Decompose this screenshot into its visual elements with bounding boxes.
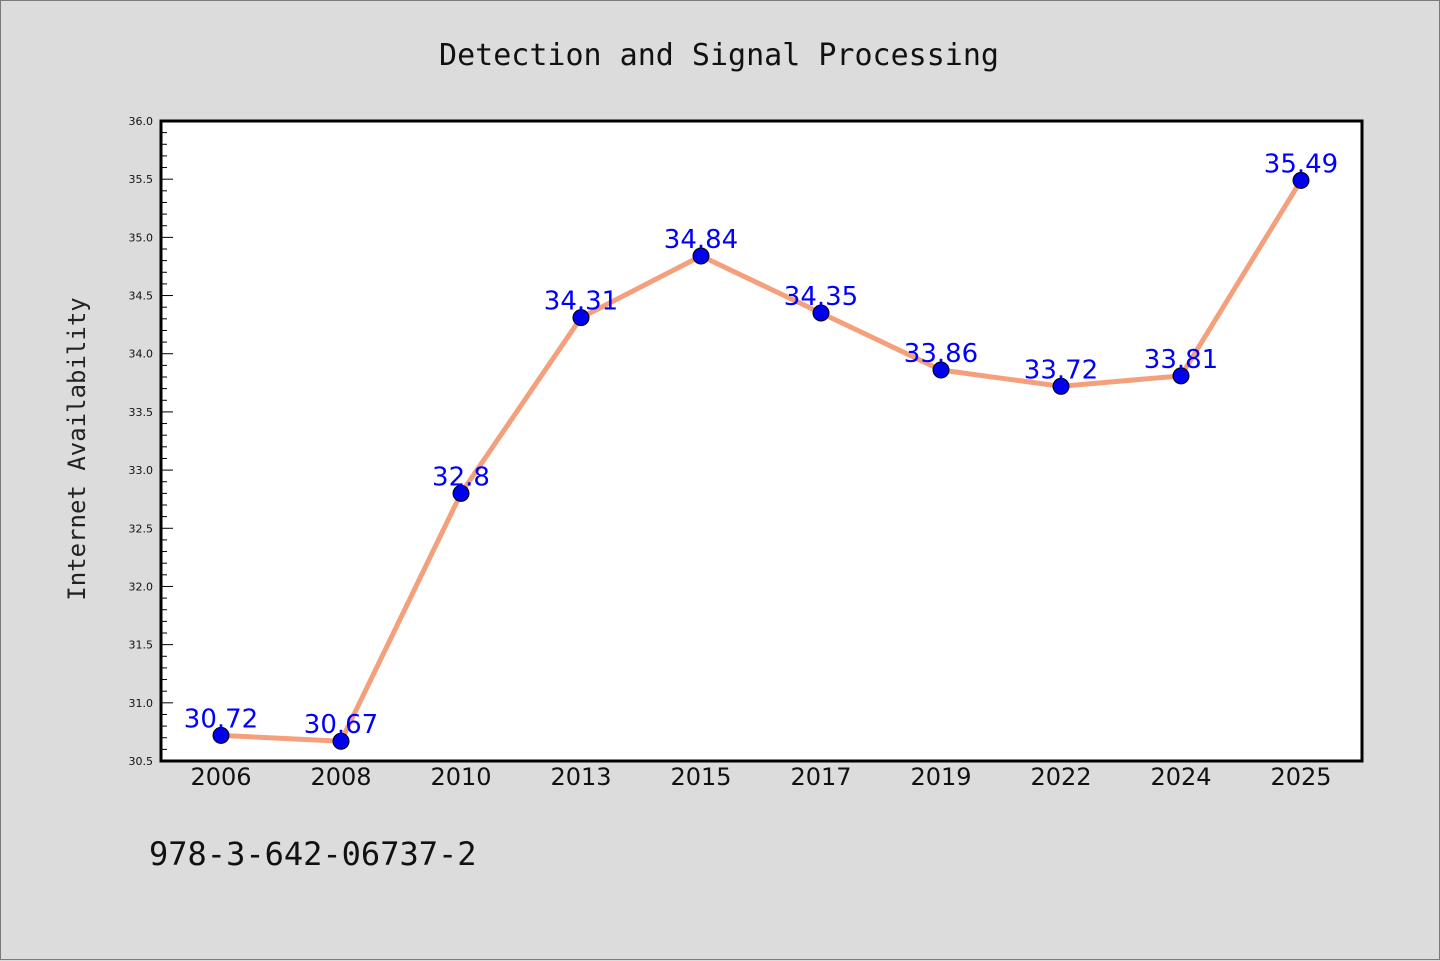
y-tick-label: 33.5 <box>129 406 154 419</box>
data-point <box>1052 377 1070 395</box>
y-tick-label: 36.0 <box>129 115 154 128</box>
x-tick-label: 2022 <box>1030 763 1091 791</box>
data-point <box>932 361 950 379</box>
data-label: 34.84 <box>664 225 738 255</box>
plot-area <box>161 121 1362 761</box>
series-line <box>218 177 1304 744</box>
y-tick-label: 34.5 <box>129 290 154 303</box>
data-point <box>692 247 710 265</box>
data-point <box>1292 171 1310 189</box>
y-tick-label: 34.0 <box>129 348 154 361</box>
data-label: 35.49 <box>1264 149 1338 179</box>
y-tick-label: 32.0 <box>129 580 154 593</box>
chart-title: Detection and Signal Processing <box>439 38 999 73</box>
data-point <box>332 732 350 750</box>
data-label: 34.35 <box>784 282 858 312</box>
data-label: 34.31 <box>544 287 618 317</box>
x-tick-label: 2017 <box>790 763 851 791</box>
data-label: 30.72 <box>184 704 258 734</box>
y-axis-label: Internet Availability <box>63 297 91 600</box>
y-tick-label: 32.5 <box>129 522 154 535</box>
data-label: 32.8 <box>432 462 490 492</box>
x-axis: 2006 2008 2010 2013 2015 2017 2019 2022 2024 2025 <box>190 763 1331 791</box>
data-point <box>812 304 830 322</box>
data-point <box>212 726 230 744</box>
plot-border <box>159 119 1364 763</box>
y-tick-label: 33.0 <box>129 464 154 477</box>
y-tick-label: 35.0 <box>129 231 154 244</box>
x-tick-label: 2008 <box>310 763 371 791</box>
y-tick-label: 35.5 <box>129 173 154 186</box>
x-tick-label: 2006 <box>190 763 251 791</box>
data-label: 33.81 <box>1144 345 1218 375</box>
y-tick-label: 31.0 <box>129 697 154 710</box>
y-axis: 30.5 31.0 31.5 32.0 32.5 33.0 33.5 34.0 34.5 35.0… <box>129 115 173 768</box>
y-tick-label: 31.5 <box>129 639 154 652</box>
data-label: 33.72 <box>1024 355 1098 385</box>
x-tick-label: 2010 <box>430 763 491 791</box>
data-point <box>1172 367 1190 385</box>
series-group: 30.72 30.67 32.8 34.31 34.84 34.35 33.86 33.72 3… <box>184 149 1338 750</box>
x-tick-label: 2015 <box>670 763 731 791</box>
x-tick-label: 2019 <box>910 763 971 791</box>
x-tick-label: 2025 <box>1270 763 1331 791</box>
data-point <box>452 484 470 502</box>
data-point <box>572 309 590 327</box>
x-tick-label: 2024 <box>1150 763 1211 791</box>
y-tick-label: 30.5 <box>129 755 154 768</box>
footnote-isbn: 978-3-642-06737-2 <box>149 835 477 873</box>
x-tick-label: 2013 <box>550 763 611 791</box>
data-label: 33.86 <box>904 339 978 369</box>
data-label: 30.67 <box>304 710 378 740</box>
